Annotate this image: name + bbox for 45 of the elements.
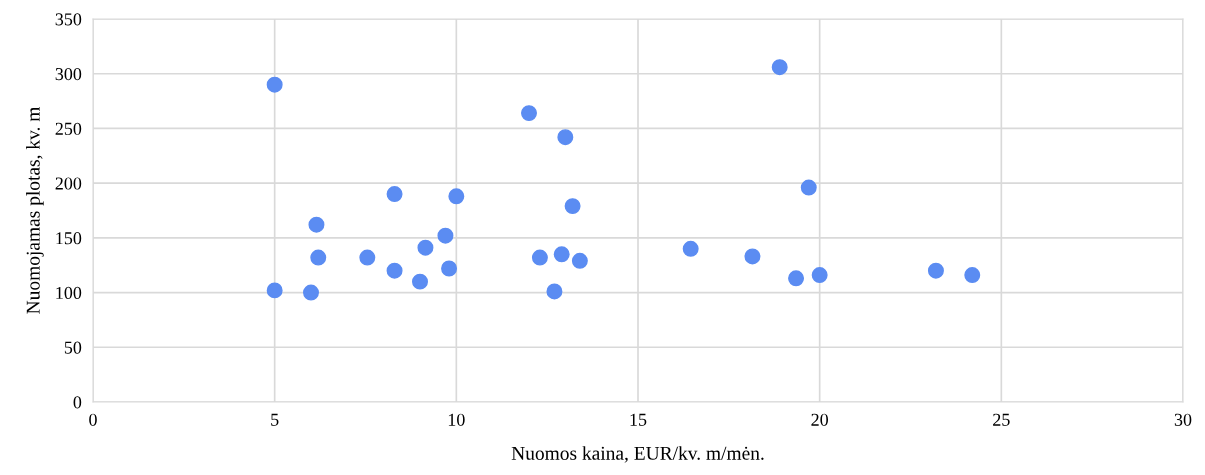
point xyxy=(441,260,458,277)
point xyxy=(521,105,537,122)
y-tick-label: 300 xyxy=(55,67,82,81)
point xyxy=(386,262,403,279)
point xyxy=(310,249,327,266)
point xyxy=(744,248,761,265)
x-tick-label: 0 xyxy=(89,413,97,426)
y-tick-label: 200 xyxy=(55,177,82,190)
point xyxy=(927,262,944,279)
x-tick-label: 30 xyxy=(1174,413,1192,426)
point xyxy=(448,188,465,205)
point xyxy=(682,240,699,257)
point xyxy=(531,249,548,266)
point xyxy=(564,198,581,215)
y-tick-label: 250 xyxy=(55,122,82,135)
point xyxy=(417,239,434,256)
point xyxy=(266,76,283,93)
point xyxy=(386,186,403,203)
point xyxy=(546,283,563,300)
x-tick-label: 20 xyxy=(811,413,829,426)
point xyxy=(800,179,817,196)
point xyxy=(788,270,805,287)
point xyxy=(437,227,454,244)
point xyxy=(359,249,376,266)
y-tick-label: 50 xyxy=(64,341,82,354)
y-axis-title: Nuomojamas plotas, kv. m xyxy=(26,106,44,314)
y-tick-label: 100 xyxy=(56,286,82,300)
point xyxy=(553,246,570,263)
point xyxy=(557,129,574,146)
x-tick-label: 15 xyxy=(630,413,647,426)
y-tick-label: 350 xyxy=(55,13,82,26)
point xyxy=(964,267,981,284)
x-tick-label: 5 xyxy=(271,413,279,426)
point xyxy=(571,252,588,269)
y-tick-label: 150 xyxy=(56,232,82,245)
point xyxy=(771,59,788,76)
y-tick-label: 0 xyxy=(73,396,82,409)
x-axis-title: Nuomos kaina, EUR/kv. m/mėn. xyxy=(511,446,764,463)
point xyxy=(308,216,325,233)
x-tick-label: 25 xyxy=(993,413,1010,426)
point xyxy=(412,273,428,290)
point xyxy=(811,267,828,284)
x-tick-label: 10 xyxy=(448,413,465,426)
point xyxy=(303,284,319,301)
point xyxy=(266,282,283,299)
